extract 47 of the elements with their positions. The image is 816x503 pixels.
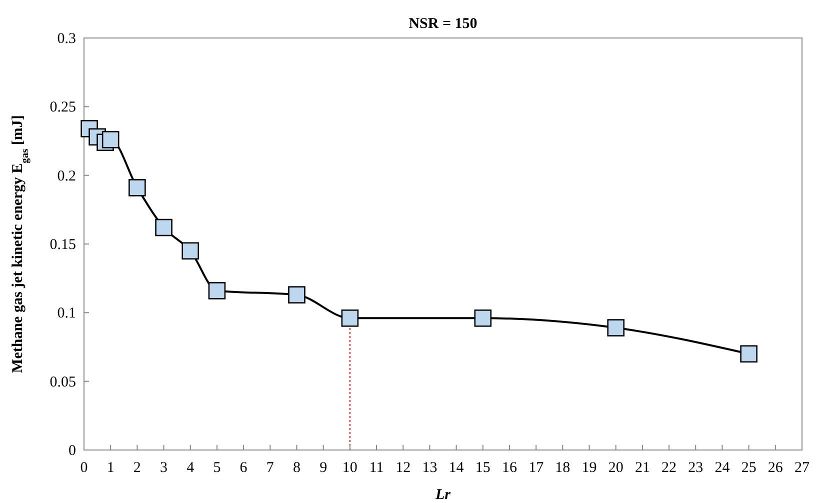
x-tick-label: 21 — [634, 460, 650, 476]
y-tick-label: 0.05 — [50, 374, 76, 390]
point — [182, 242, 200, 260]
x-tick-label: 1 — [106, 460, 114, 476]
y-tick-label: 0.15 — [50, 237, 76, 253]
x-tick-label: 11 — [369, 460, 384, 476]
x-tick-label: 25 — [741, 460, 756, 476]
x-tick-label: 24 — [714, 460, 730, 476]
x-axis-title: Lr — [434, 487, 451, 503]
x-tick-label: 12 — [396, 460, 411, 476]
point — [128, 179, 146, 196]
y-tick-label: 0.1 — [57, 306, 76, 322]
x-tick-label: 6 — [240, 460, 248, 476]
x-tick-label: 3 — [160, 460, 168, 476]
x-tick-label: 22 — [662, 460, 677, 476]
x-tick-label: 7 — [266, 460, 274, 476]
x-tick-label: 23 — [688, 460, 704, 476]
y-tick-label: 0.2 — [57, 168, 76, 184]
point — [607, 319, 624, 336]
y-tick-label: 0.3 — [57, 31, 76, 47]
x-tick-label: 26 — [768, 460, 784, 476]
x-tick-label: 2 — [133, 460, 141, 476]
x-tick-label: 0 — [80, 460, 88, 476]
x-tick-label: 5 — [213, 460, 221, 476]
x-tick-label: 15 — [475, 460, 490, 476]
chart-title: NSR = 150 — [408, 16, 478, 32]
x-tick-label: 10 — [342, 460, 358, 476]
x-tick-label: 20 — [608, 460, 624, 476]
x-tick-label: 27 — [794, 460, 810, 476]
x-tick-label: 16 — [502, 460, 518, 476]
y-tick-label: 0.25 — [50, 100, 76, 116]
point — [740, 345, 758, 363]
point — [155, 218, 172, 236]
point — [208, 282, 226, 300]
x-tick-label: 18 — [555, 460, 570, 476]
x-tick-label: 17 — [528, 460, 544, 476]
point — [341, 310, 359, 327]
point — [102, 130, 120, 148]
y-tick-label: 0 — [68, 443, 76, 459]
x-tick-label: 13 — [422, 460, 438, 476]
x-tick-label: 9 — [320, 460, 328, 476]
x-tick-label: 14 — [448, 460, 464, 476]
x-tick-label: 19 — [582, 460, 597, 476]
point — [474, 310, 492, 327]
x-tick-label: 4 — [186, 460, 195, 476]
x-tick-label: 8 — [292, 460, 300, 476]
point — [288, 286, 306, 304]
